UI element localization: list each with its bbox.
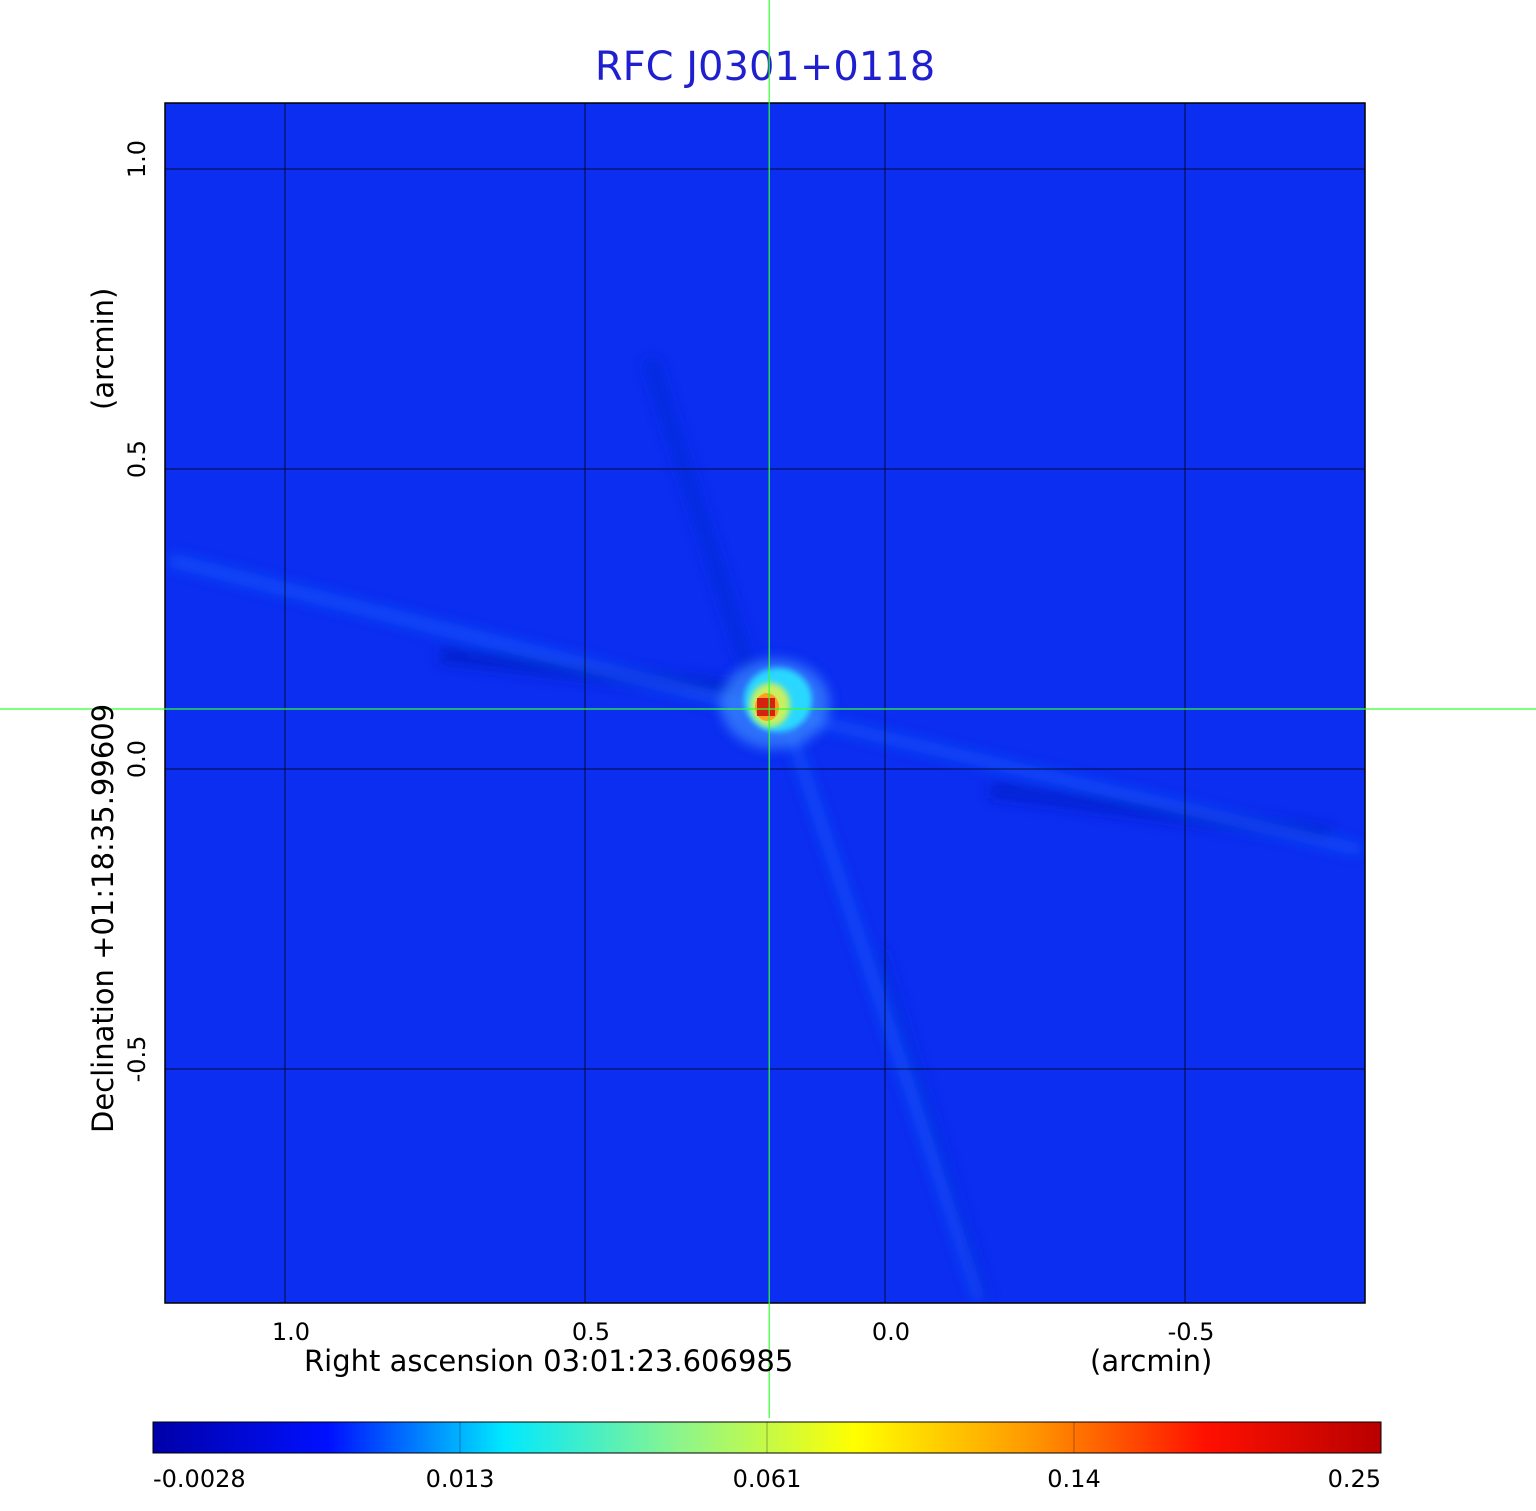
source-peak [757, 698, 775, 716]
y-tick-label: 0.5 [123, 440, 151, 478]
x-tick-label: 0.0 [872, 1318, 910, 1346]
y-tick-label: 1.0 [123, 140, 151, 178]
sidelobe-dark-bottom [875, 948, 990, 1302]
x-tick-label: 0.5 [572, 1318, 610, 1346]
plot-frame [164, 102, 1366, 1304]
y-tick-label: 0.0 [123, 740, 151, 778]
chart-title: RFC J0301+0118 [594, 44, 936, 90]
source [720, 659, 830, 749]
x-tick-label: 1.0 [272, 1318, 310, 1346]
colorbar-tick-label: 0.061 [733, 1465, 802, 1493]
colorbar-tick-label: 0.14 [1047, 1465, 1100, 1493]
y-tick-label: -0.5 [123, 1036, 151, 1083]
grid [165, 103, 1365, 1303]
colorbar-tick-label: 0.25 [1328, 1465, 1381, 1493]
sidelobe-dark-top [643, 357, 762, 693]
sidelobe-light-left [168, 553, 747, 712]
colorbar-tick-label: -0.0028 [153, 1465, 246, 1493]
y-axis-label: Declination +01:18:35.99609 [86, 703, 120, 1133]
colorbar-tick-label: 0.013 [426, 1465, 495, 1493]
colorbar-tick-labels: -0.0028 0.013 0.061 0.14 0.25 [153, 1422, 1381, 1493]
y-axis-unit: (arcmin) [86, 287, 120, 410]
x-tick-label: -0.5 [1168, 1318, 1215, 1346]
crosshair [0, 0, 1536, 1418]
x-axis-label: Right ascension 03:01:23.606985 [304, 1344, 794, 1378]
sidelobe-structure [168, 357, 1362, 1302]
colorbar [152, 1421, 1382, 1454]
x-tick-labels: 1.0 0.5 0.0 -0.5 [272, 1318, 1215, 1346]
x-axis-unit: (arcmin) [1090, 1344, 1213, 1378]
y-tick-labels: 1.0 0.5 0.0 -0.5 [123, 140, 151, 1083]
